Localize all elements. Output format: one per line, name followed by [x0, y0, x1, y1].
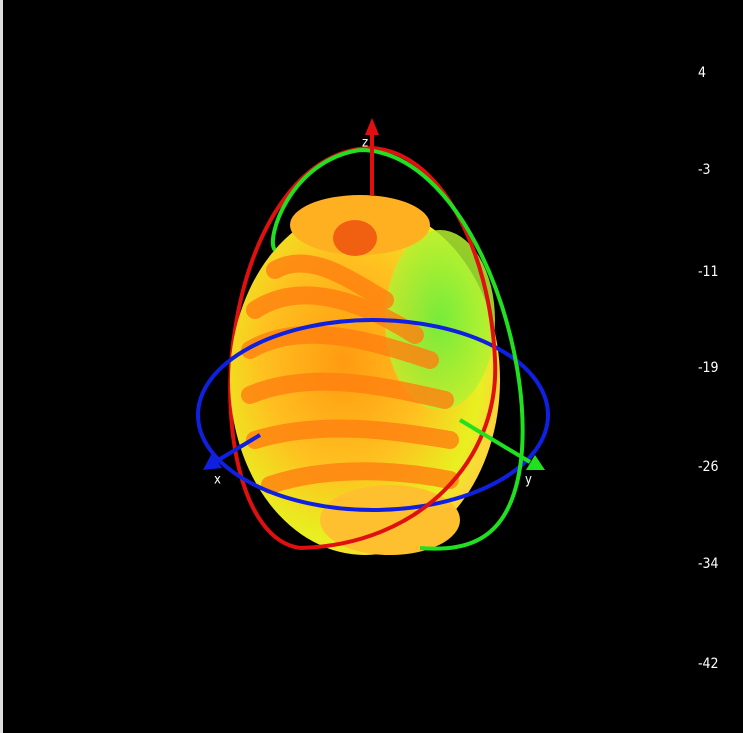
z-arrow: [365, 118, 379, 135]
x-arrow: [203, 453, 222, 470]
y-arrow: [526, 455, 545, 470]
axis-label: x: [214, 473, 221, 488]
edge: [0, 0, 3, 733]
scale-label: -11: [698, 264, 719, 280]
scale-label: -34: [698, 556, 719, 572]
axis-label: y: [525, 473, 532, 488]
scale-labels: 4 -3 -11 -19 -26 -34 -42: [698, 65, 719, 672]
ring-xy: [196, 318, 550, 512]
axis-label: z: [362, 136, 368, 151]
ring-yz: [270, 148, 525, 551]
x-axis: [213, 433, 262, 464]
scale-label: -19: [698, 360, 719, 376]
scale-label: 4: [698, 65, 706, 81]
y-axis: [458, 418, 532, 464]
radiation-pattern: [230, 195, 500, 555]
scale-label: -3: [698, 162, 711, 178]
scale-label: -26: [698, 459, 719, 475]
scale-label: -42: [698, 656, 719, 672]
ring-xz-front: [299, 146, 498, 550]
